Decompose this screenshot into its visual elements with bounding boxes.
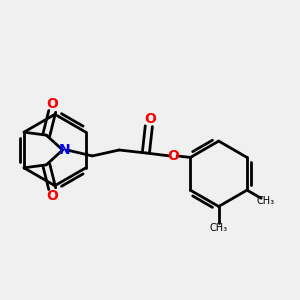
Text: CH₃: CH₃ [210,223,228,233]
Text: N: N [58,143,70,157]
Text: CH₃: CH₃ [257,196,275,206]
Text: O: O [46,97,58,111]
Text: O: O [168,149,179,163]
Text: O: O [46,189,58,203]
Text: O: O [144,112,156,126]
